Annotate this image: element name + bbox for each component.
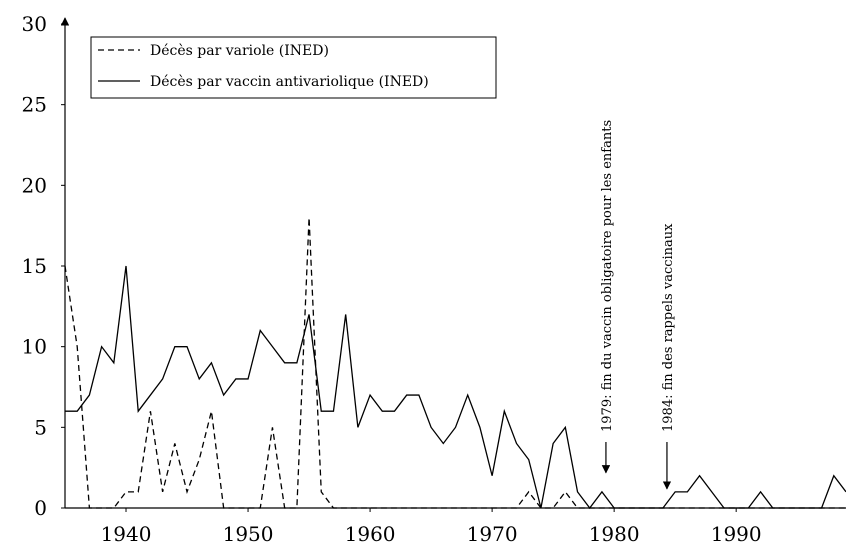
y-tick-label: 20 <box>22 173 47 197</box>
legend-box <box>90 36 497 99</box>
x-tick-label: 1950 <box>223 522 274 546</box>
y-tick-label: 25 <box>22 93 47 117</box>
legend-label: Décès par vaccin antivariolique (INED) <box>150 74 429 90</box>
x-tick-label: 1990 <box>711 522 762 546</box>
y-tick-label: 30 <box>22 12 47 36</box>
x-tick-label: 1940 <box>101 522 152 546</box>
y-tick-label: 10 <box>22 335 47 359</box>
y-tick-label: 5 <box>34 415 47 439</box>
annotation-text: 1984: fin des rappels vaccinaux <box>661 223 676 432</box>
x-tick-label: 1960 <box>345 522 396 546</box>
y-tick-label: 15 <box>22 254 47 278</box>
annotation-text: 1979: fin du vaccin obligatoire pour les… <box>600 120 615 432</box>
series-line <box>64 217 846 509</box>
x-tick-label: 1970 <box>467 522 518 546</box>
y-tick-label: 0 <box>34 496 47 520</box>
x-tick-label: 1980 <box>589 522 640 546</box>
legend-label: Décès par variole (INED) <box>150 43 329 59</box>
series-line <box>65 265 846 510</box>
